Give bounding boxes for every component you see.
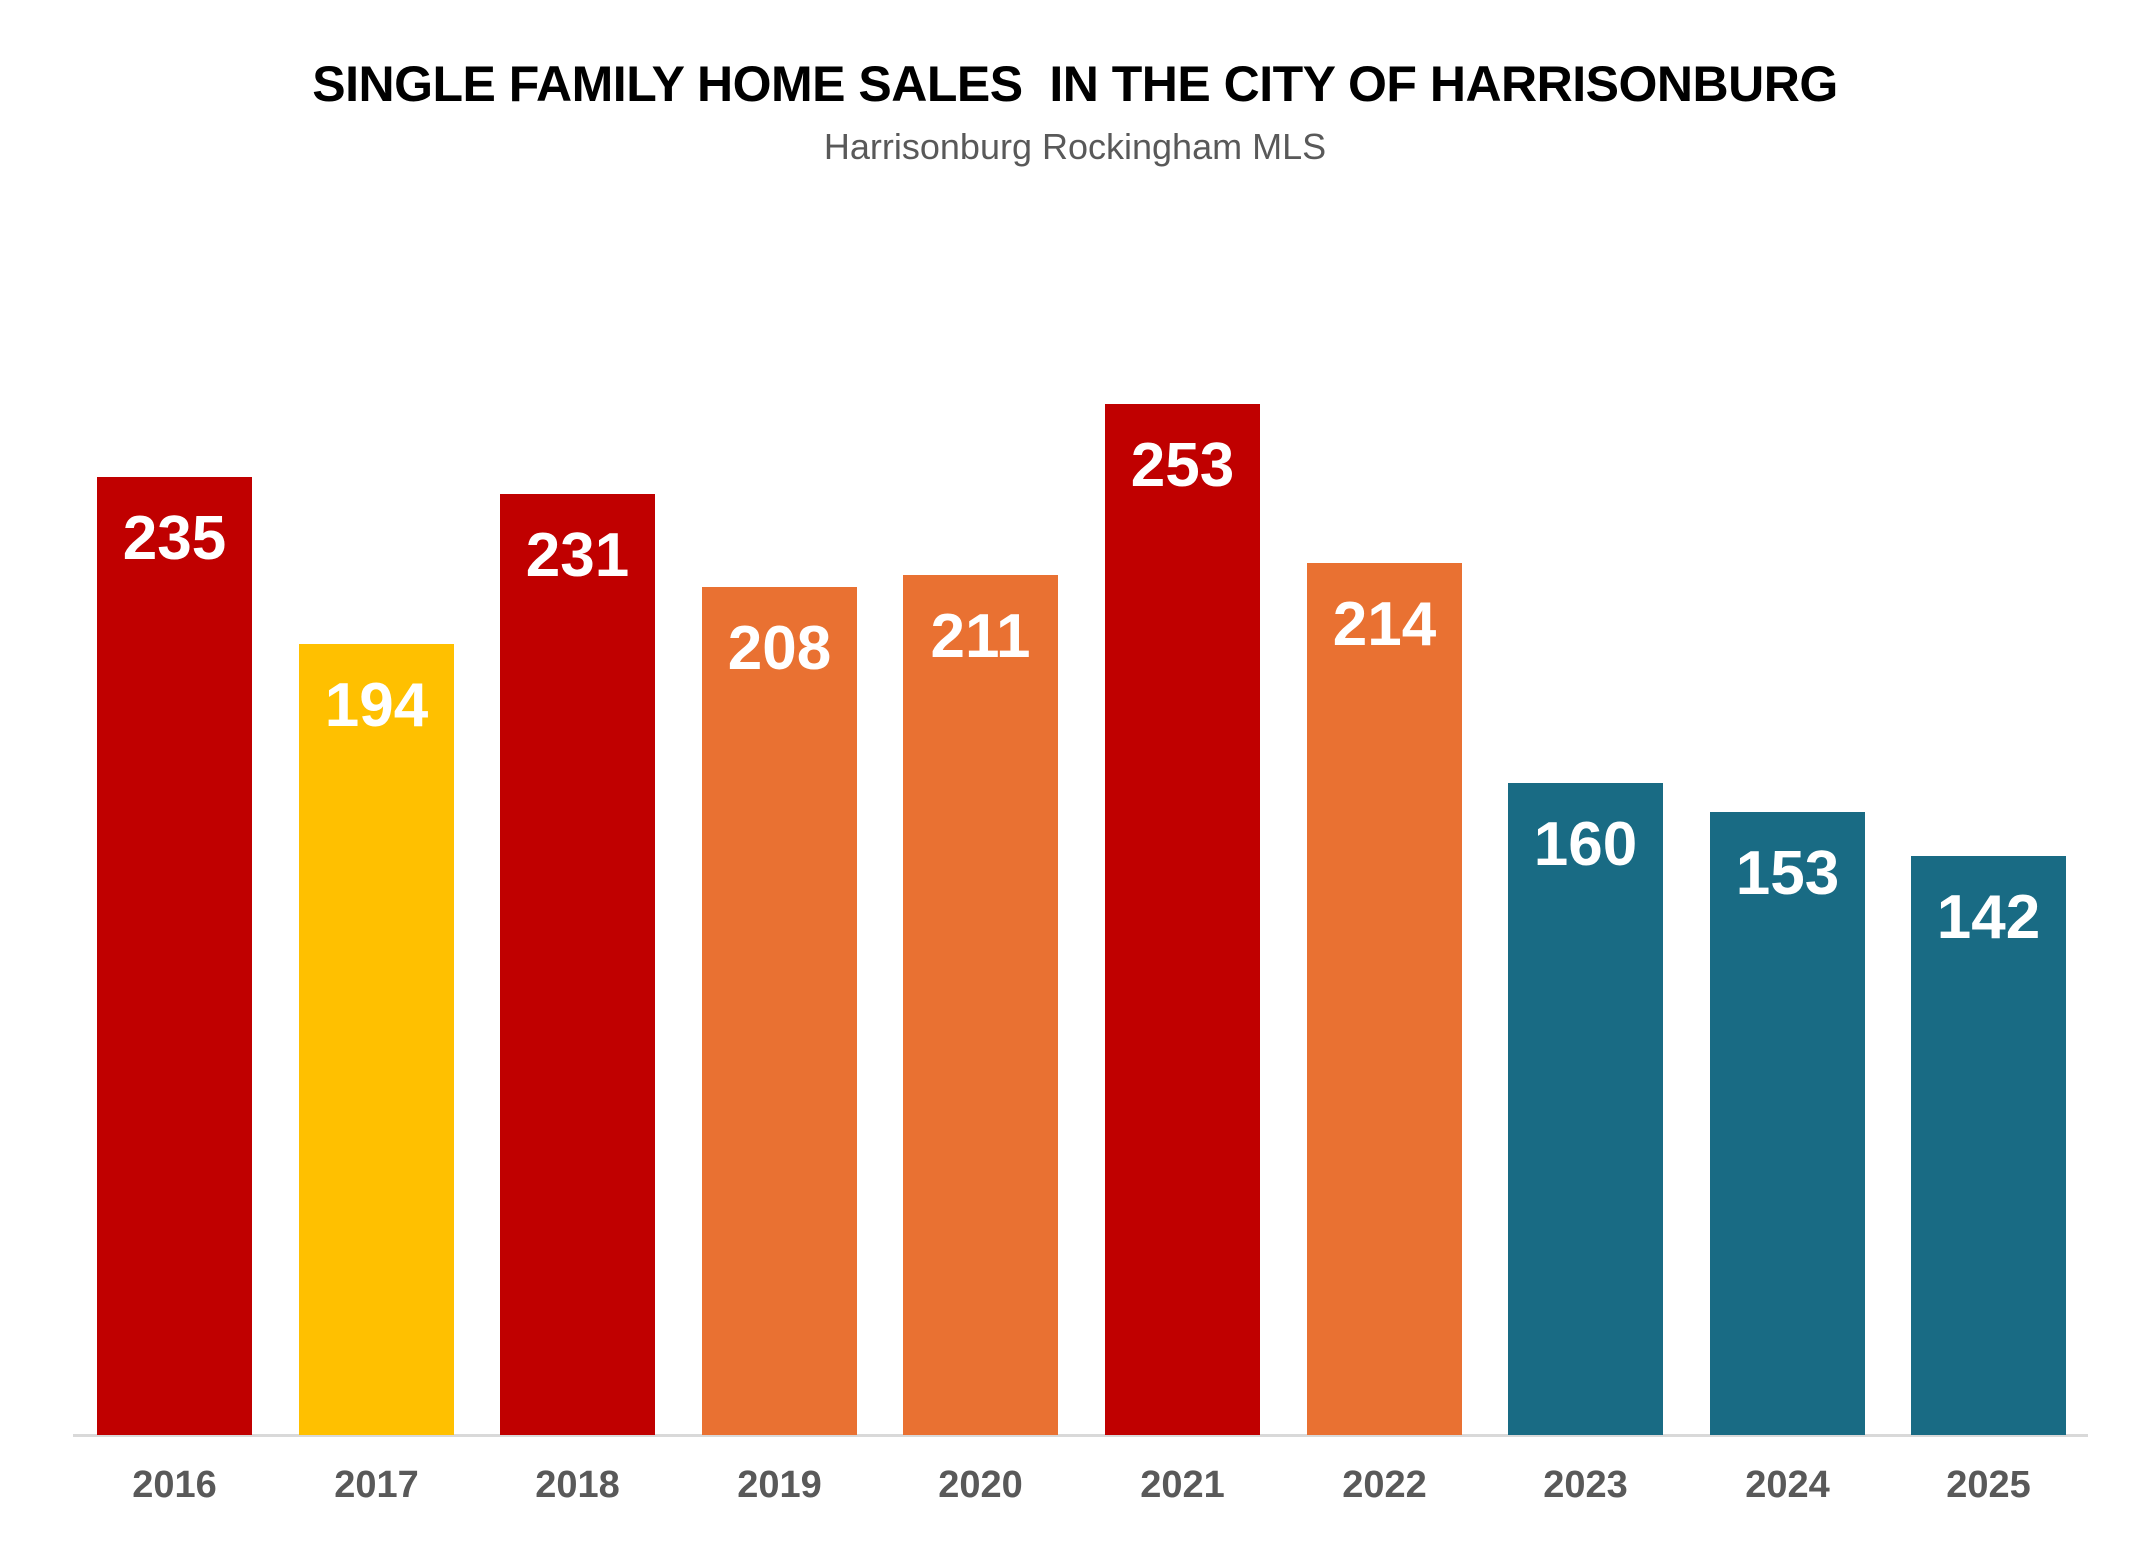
bar-2017: 194 <box>299 644 454 1435</box>
bar-2019: 208 <box>702 587 857 1435</box>
x-tick-label: 2018 <box>535 1464 620 1506</box>
bar-2016: 235 <box>97 477 252 1435</box>
bar-2021: 253 <box>1105 404 1260 1435</box>
data-label: 253 <box>1130 431 1235 500</box>
data-label: 194 <box>324 671 429 740</box>
x-tick-label: 2024 <box>1745 1464 1830 1506</box>
bar-2022: 214 <box>1307 563 1462 1435</box>
x-tick-label: 2017 <box>334 1464 419 1506</box>
x-tick-label: 2022 <box>1342 1464 1427 1506</box>
chart-subtitle: Harrisonburg Rockingham MLS <box>823 126 1327 167</box>
data-label: 211 <box>930 602 1031 671</box>
x-axis-line <box>73 1434 2088 1437</box>
x-tick-label: 2016 <box>132 1464 217 1506</box>
x-tick-label: 2021 <box>1140 1464 1225 1506</box>
x-tick-label: 2020 <box>938 1464 1023 1506</box>
data-label: 214 <box>1332 590 1437 659</box>
data-label: 142 <box>1936 883 2041 952</box>
data-label: 160 <box>1533 810 1638 879</box>
x-tick-label: 2023 <box>1543 1464 1628 1506</box>
chart-title: SINGLE FAMILY HOME SALES IN THE CITY OF … <box>312 56 1838 112</box>
bar-2018: 231 <box>500 494 655 1435</box>
x-tick-label: 2025 <box>1946 1464 2031 1506</box>
x-tick-label: 2019 <box>737 1464 822 1506</box>
bar-2020: 211 <box>903 575 1058 1435</box>
data-label: 208 <box>727 614 832 683</box>
data-label: 153 <box>1735 839 1840 908</box>
data-label: 231 <box>525 521 630 590</box>
bar-2023: 160 <box>1508 783 1663 1435</box>
bar-2024: 153 <box>1710 812 1865 1435</box>
bar-2025: 142 <box>1911 856 2066 1435</box>
data-label: 235 <box>122 504 227 573</box>
